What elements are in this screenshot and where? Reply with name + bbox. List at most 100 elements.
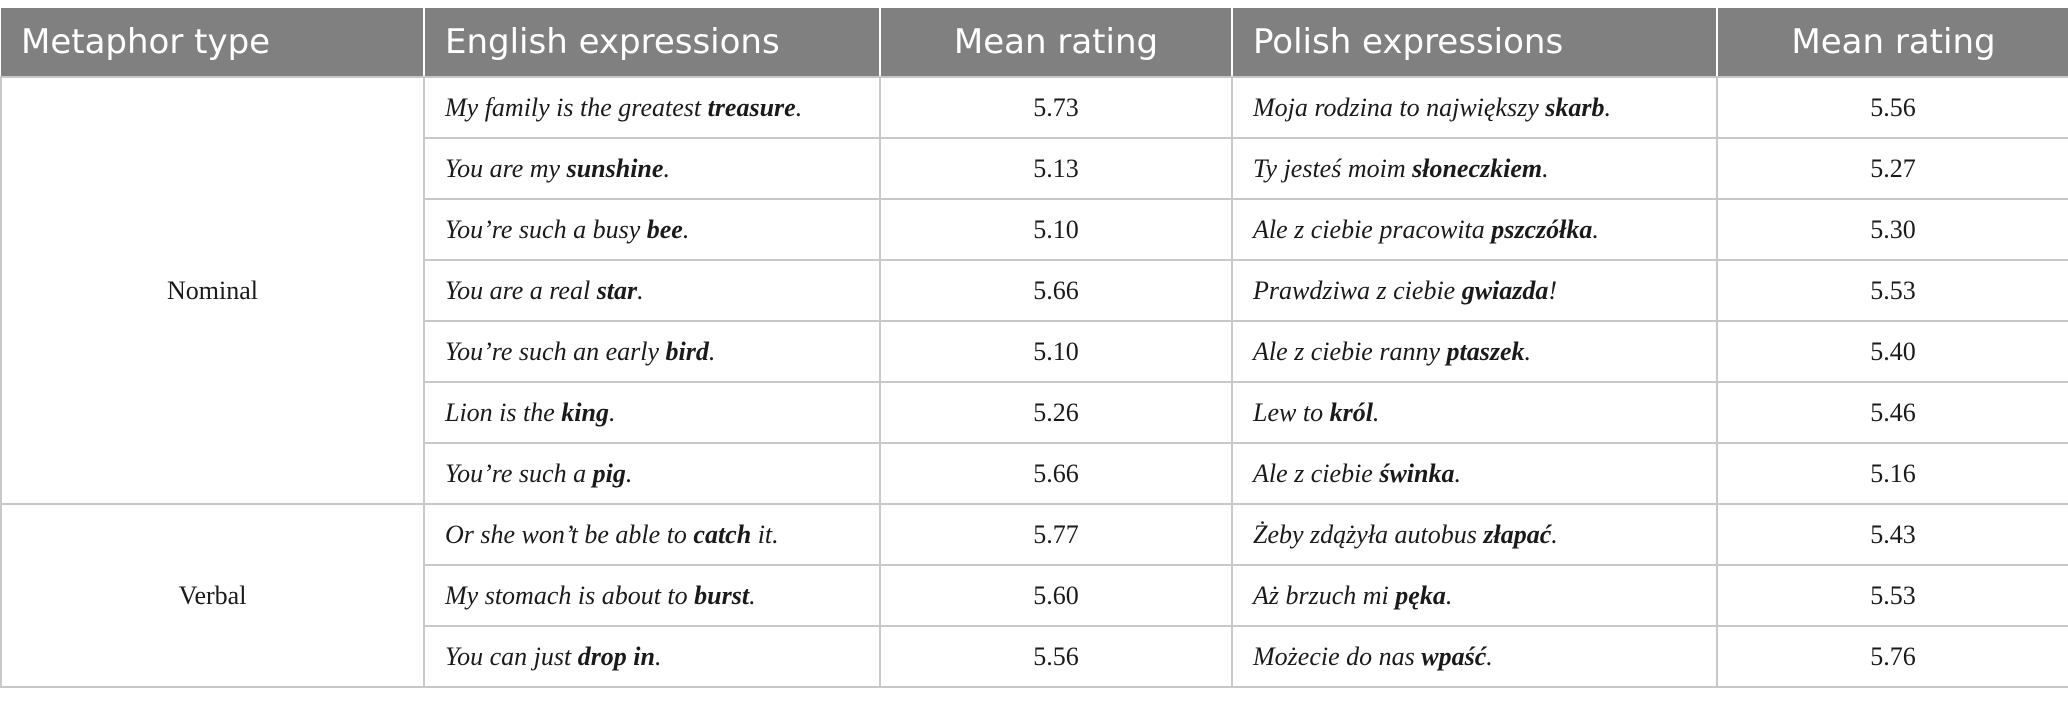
en-metaphor-keyword: king bbox=[561, 397, 609, 427]
en-expression: Or she won’t be able to catch it. bbox=[423, 503, 881, 566]
en-metaphor-keyword: drop in bbox=[577, 641, 655, 671]
en-expression-ending: . bbox=[663, 153, 670, 183]
metaphor-type-cell: Nominal bbox=[0, 76, 425, 505]
table-row: You’re such a pig. 5.66 Ale z ciebie śwink… bbox=[1, 442, 2068, 505]
polish-mean-rating: 5.16 bbox=[1716, 442, 2068, 505]
en-expression-text: You are a real bbox=[445, 275, 597, 305]
en-metaphor-keyword: treasure bbox=[707, 92, 796, 122]
pl-expression: Żeby zdążyła autobus złapać. bbox=[1231, 503, 1718, 566]
pl-expression-text: Prawdziwa z ciebie bbox=[1253, 275, 1462, 305]
en-expression-ending: . bbox=[625, 458, 633, 488]
polish-mean-rating: 5.30 bbox=[1716, 198, 2068, 261]
table-header: Metaphor type English expressions Mean r… bbox=[1, 8, 2068, 78]
table-row: Verbal Or she won’t be able to catch it. 5… bbox=[0, 503, 2068, 688]
en-expression: My stomach is about to burst. bbox=[423, 564, 881, 627]
english-mean-rating: 5.56 bbox=[879, 625, 1233, 688]
table-row: You can just drop in. 5.56 Możecie do nas … bbox=[1, 625, 2068, 688]
english-mean-rating: 5.10 bbox=[879, 320, 1233, 383]
en-expression-text: Or she won’t be able to bbox=[445, 519, 694, 549]
header-polish-expressions: Polish expressions bbox=[1231, 8, 1717, 78]
pl-metaphor-keyword: gwiazda bbox=[1461, 275, 1549, 305]
english-mean-rating: 5.66 bbox=[879, 259, 1233, 322]
header-polish-mean-rating: Mean rating bbox=[1716, 8, 2068, 78]
table-row: You’re such a busy bee. 5.10 Ale z ciebie … bbox=[1, 198, 2068, 261]
en-expression: You’re such a busy bee. bbox=[423, 198, 881, 261]
pl-expression-ending: . bbox=[1524, 336, 1532, 366]
pl-expression-ending: . bbox=[1604, 92, 1612, 122]
english-mean-rating: 5.77 bbox=[879, 503, 1233, 566]
polish-mean-rating: 5.53 bbox=[1716, 564, 2068, 627]
pl-expression: Moja rodzina to największy skarb. bbox=[1231, 76, 1718, 139]
en-metaphor-keyword: pig bbox=[592, 458, 626, 488]
pl-metaphor-keyword: król bbox=[1329, 397, 1373, 427]
en-expression-ending: . bbox=[655, 641, 662, 671]
pl-expression: Lew to król. bbox=[1231, 381, 1718, 444]
en-metaphor-keyword: bee bbox=[646, 214, 683, 244]
pl-expression-text: Możecie do nas bbox=[1253, 641, 1422, 671]
en-expression: You are my sunshine. bbox=[423, 137, 881, 200]
en-expression-text: You’re such a busy bbox=[445, 214, 647, 244]
en-metaphor-keyword: star bbox=[596, 275, 638, 305]
pl-expression-text: Lew to bbox=[1253, 397, 1330, 427]
en-metaphor-keyword: sunshine bbox=[566, 153, 664, 183]
en-expression-text: Lion is the bbox=[445, 397, 562, 427]
en-expression-ending: . bbox=[637, 275, 644, 305]
en-expression-ending: . bbox=[795, 92, 803, 122]
pl-expression-text: Ale z ciebie ranny bbox=[1253, 336, 1447, 366]
english-mean-rating: 5.13 bbox=[879, 137, 1233, 200]
en-expression: Lion is the king. bbox=[423, 381, 881, 444]
pl-expression-text: Ale z ciebie bbox=[1253, 458, 1380, 488]
pl-expression-ending: . bbox=[1372, 397, 1380, 427]
table-row: Lion is the king. 5.26 Lew to król. 5.46 bbox=[1, 381, 2068, 444]
en-expression-text: My stomach is about to bbox=[445, 580, 695, 610]
pl-expression-ending: . bbox=[1551, 519, 1558, 549]
en-expression-ending: . bbox=[708, 336, 716, 366]
pl-expression: Ale z ciebie świnka. bbox=[1231, 442, 1718, 505]
header-english-mean-rating: Mean rating bbox=[879, 8, 1232, 78]
pl-expression: Prawdziwa z ciebie gwiazda! bbox=[1231, 259, 1718, 322]
pl-expression-text: Żeby zdążyła autobus bbox=[1253, 519, 1484, 549]
pl-metaphor-keyword: świnka bbox=[1379, 458, 1455, 488]
table-row: My stomach is about to burst. 5.60 Aż brzu… bbox=[1, 564, 2068, 627]
table-row: You are my sunshine. 5.13 Ty jesteś moim s… bbox=[1, 137, 2068, 200]
table-row: Nominal My family is the greatest treasur… bbox=[0, 76, 2068, 505]
pl-metaphor-keyword: skarb bbox=[1545, 92, 1605, 122]
pl-metaphor-keyword: pęka bbox=[1395, 580, 1446, 610]
en-expression-ending: it. bbox=[751, 519, 779, 549]
pl-metaphor-keyword: złapać bbox=[1483, 519, 1552, 549]
english-mean-rating: 5.60 bbox=[879, 564, 1233, 627]
pl-expression-text: Ale z ciebie pracowita bbox=[1253, 214, 1492, 244]
en-expression-ending: . bbox=[682, 214, 690, 244]
en-expression-text: My family is the greatest bbox=[445, 92, 708, 122]
polish-mean-rating: 5.40 bbox=[1716, 320, 2068, 383]
en-expression: You can just drop in. bbox=[423, 625, 881, 688]
english-mean-rating: 5.73 bbox=[879, 76, 1233, 139]
pl-expression-ending: . bbox=[1454, 458, 1462, 488]
english-mean-rating: 5.10 bbox=[879, 198, 1233, 261]
en-expression-text: You’re such an early bbox=[445, 336, 666, 366]
en-expression-text: You’re such a bbox=[445, 458, 593, 488]
pl-expression: Możecie do nas wpaść. bbox=[1231, 625, 1718, 688]
pl-metaphor-keyword: pszczółka bbox=[1491, 214, 1593, 244]
pl-expression: Aż brzuch mi pęka. bbox=[1231, 564, 1718, 627]
polish-mean-rating: 5.76 bbox=[1716, 625, 2068, 688]
header-metaphor-type: Metaphor type bbox=[1, 8, 424, 78]
polish-mean-rating: 5.27 bbox=[1716, 137, 2068, 200]
polish-mean-rating: 5.56 bbox=[1716, 76, 2068, 139]
table-body: Nominal My family is the greatest treasur… bbox=[0, 76, 2068, 688]
en-expression: You’re such a pig. bbox=[423, 442, 881, 505]
polish-mean-rating: 5.43 bbox=[1716, 503, 2068, 566]
pl-expression-text: Ty jesteś moim bbox=[1253, 153, 1413, 183]
pl-metaphor-keyword: wpaść bbox=[1421, 641, 1487, 671]
pl-expression-ending: ! bbox=[1548, 275, 1558, 305]
table-row: You’re such an early bird. 5.10 Ale z cieb… bbox=[1, 320, 2068, 383]
header-row: Metaphor type English expressions Mean r… bbox=[1, 8, 2068, 78]
pl-expression-ending: . bbox=[1486, 641, 1493, 671]
english-mean-rating: 5.26 bbox=[879, 381, 1233, 444]
header-english-expressions: English expressions bbox=[423, 8, 880, 78]
en-metaphor-keyword: bird bbox=[665, 336, 709, 366]
pl-expression: Ale z ciebie ranny ptaszek. bbox=[1231, 320, 1718, 383]
table-row: You are a real star. 5.66 Prawdziwa z cieb… bbox=[1, 259, 2068, 322]
en-expression-text: You are my bbox=[445, 153, 567, 183]
pl-metaphor-keyword: słoneczkiem bbox=[1412, 153, 1543, 183]
